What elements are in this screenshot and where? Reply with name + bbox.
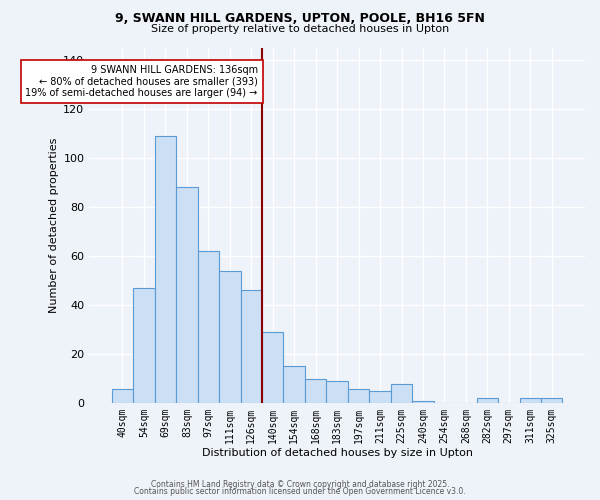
Bar [133, 288, 155, 403]
Bar [348, 388, 370, 403]
X-axis label: Distribution of detached houses by size in Upton: Distribution of detached houses by size … [202, 448, 473, 458]
Bar [155, 136, 176, 403]
Bar [541, 398, 562, 403]
Bar [305, 378, 326, 403]
Bar [283, 366, 305, 403]
Bar [262, 332, 283, 403]
Bar [241, 290, 262, 403]
Bar [326, 381, 348, 403]
Bar [176, 188, 197, 403]
Bar [219, 270, 241, 403]
Bar [412, 401, 434, 403]
Bar [476, 398, 498, 403]
Text: Contains HM Land Registry data © Crown copyright and database right 2025.: Contains HM Land Registry data © Crown c… [151, 480, 449, 489]
Bar [370, 391, 391, 403]
Bar [391, 384, 412, 403]
Y-axis label: Number of detached properties: Number of detached properties [49, 138, 59, 313]
Bar [197, 251, 219, 403]
Text: Contains public sector information licensed under the Open Government Licence v3: Contains public sector information licen… [134, 488, 466, 496]
Bar [112, 388, 133, 403]
Text: 9 SWANN HILL GARDENS: 136sqm
← 80% of detached houses are smaller (393)
19% of s: 9 SWANN HILL GARDENS: 136sqm ← 80% of de… [25, 64, 258, 98]
Bar [520, 398, 541, 403]
Text: Size of property relative to detached houses in Upton: Size of property relative to detached ho… [151, 24, 449, 34]
Text: 9, SWANN HILL GARDENS, UPTON, POOLE, BH16 5FN: 9, SWANN HILL GARDENS, UPTON, POOLE, BH1… [115, 12, 485, 26]
